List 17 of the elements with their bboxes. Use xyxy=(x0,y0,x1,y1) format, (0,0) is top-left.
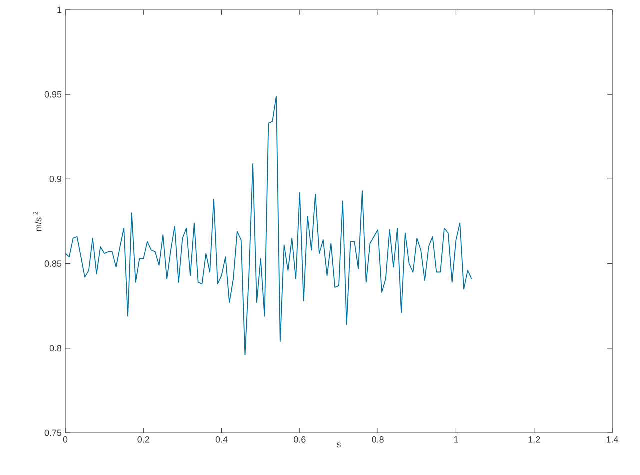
x-tick-label: 0.8 xyxy=(372,436,384,443)
x-tick-label: 1.4 xyxy=(606,436,618,443)
x-tick-label: 1.2 xyxy=(528,436,540,443)
y-tick-label: 0.8 xyxy=(50,345,62,352)
x-tick-label: 0.6 xyxy=(294,436,306,443)
line-series xyxy=(66,96,472,356)
x-tick-label: 0.2 xyxy=(138,436,150,443)
y-axis-title: m/s $^{2}$ xyxy=(34,212,42,232)
y-tick-label: 0.9 xyxy=(50,176,62,182)
x-tick-label: 0 xyxy=(63,436,68,443)
y-tick-label: 0.95 xyxy=(44,91,62,98)
x-tick-label: 0.4 xyxy=(216,436,228,443)
x-axis-title: s xyxy=(337,442,341,448)
y-tick-label: 1 xyxy=(58,6,62,14)
y-tick-label: 0.85 xyxy=(44,260,62,267)
y-tick-label: 0.75 xyxy=(44,430,62,436)
x-tick-label: 1 xyxy=(454,436,458,443)
